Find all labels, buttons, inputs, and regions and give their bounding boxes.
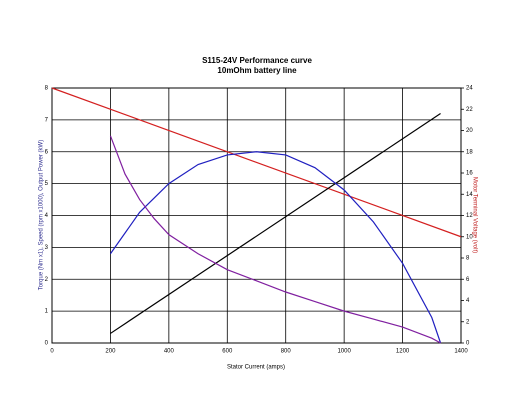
y-tick-label: 3 [45,245,49,251]
y-tick-label: 2 [45,277,49,283]
y2-tick-label: 8 [466,256,470,262]
x-tick-label: 1000 [337,349,351,355]
y-tick-label: 1 [45,309,49,315]
chart-subtitle: 10mOhm battery line [217,66,297,75]
series-line [109,135,441,344]
y2-tick-label: 14 [466,192,473,198]
series-line [109,151,442,344]
y2-tick-label: 24 [466,86,473,92]
y-tick-label: 5 [45,181,49,187]
y2-tick-label: 18 [466,149,473,155]
y-tick-label: 4 [45,213,49,219]
x-tick-label: 1400 [454,349,468,355]
y2-axis-label: Motor Terminal Voltage (volt) [471,177,477,253]
y-tick-label: 0 [45,341,49,347]
y-axis-label: Torque (Nm x1), Speed (rpm x1000), Outpu… [39,140,45,290]
y2-tick-label: 4 [466,298,470,304]
x-tick-label: 400 [164,349,175,355]
y-tick-label: 8 [45,86,49,92]
x-tick-label: 800 [281,349,292,355]
x-tick-label: 200 [105,349,116,355]
y2-tick-label: 16 [466,171,473,177]
y2-tick-label: 0 [466,341,470,347]
chart-title: S115-24V Performance curve [202,56,312,65]
y2-tick-label: 6 [466,277,470,283]
y2-tick-label: 22 [466,107,473,113]
y-tick-label: 6 [45,149,49,155]
x-axis-label: Stator Current (amps) [227,365,285,371]
series-line [110,113,441,334]
y2-tick-label: 20 [466,128,473,134]
x-tick-label: 0 [50,349,54,355]
y-tick-label: 7 [45,117,49,123]
series-line [51,87,462,238]
y2-tick-label: 12 [466,213,473,219]
y2-tick-label: 2 [466,319,470,325]
x-tick-label: 1200 [396,349,410,355]
y2-tick-label: 10 [466,234,473,240]
x-tick-label: 600 [222,349,233,355]
